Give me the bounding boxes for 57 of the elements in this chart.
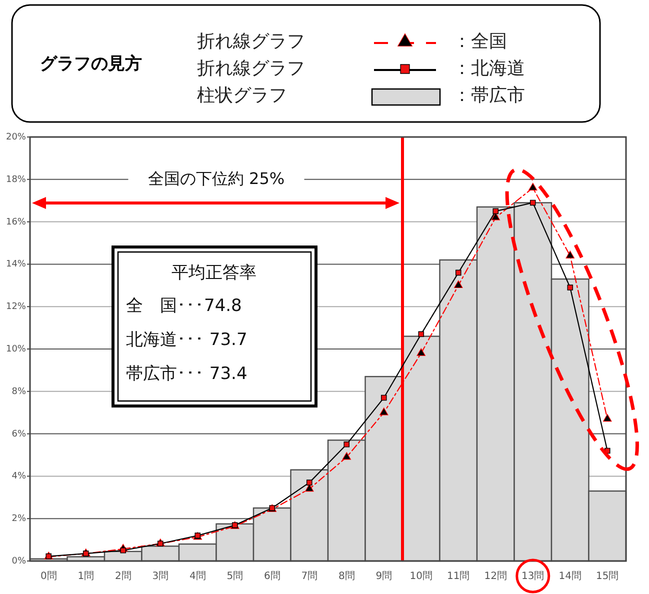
legend-label: ：帯広市 — [453, 85, 525, 106]
x-tick-label: 14問 — [558, 570, 582, 582]
y-tick-label: 12% — [6, 302, 26, 312]
x-tick-label: 8問 — [338, 570, 355, 582]
x-tick-label: 4問 — [189, 570, 206, 582]
point — [416, 348, 426, 356]
annotation: 平均正答率 — [172, 262, 256, 283]
x-tick-label: 15問 — [596, 570, 619, 582]
y-tick-label: 6% — [12, 429, 26, 440]
x-tick-label: 5問 — [226, 570, 244, 582]
y-tick-label: 18% — [6, 174, 26, 185]
point — [603, 414, 612, 422]
annotation: 全 国･･･74.8 — [126, 296, 242, 316]
x-tick-label: 13問 — [522, 570, 544, 582]
x-tick-label: 12問 — [484, 570, 507, 582]
x-tick-label: 11問 — [447, 570, 470, 582]
text: 柱状グラフ — [197, 85, 287, 106]
point — [418, 331, 424, 338]
x-tick-label: 0問 — [40, 570, 57, 582]
point — [306, 480, 312, 486]
y-tick-label: 14% — [6, 260, 26, 270]
x-tick-label: 3問 — [152, 570, 169, 582]
point — [157, 540, 164, 547]
legend-title: グラフの見方 — [40, 54, 142, 73]
point — [454, 280, 463, 288]
x-tick-label: 10問 — [410, 570, 432, 582]
y-tick-label: 4% — [12, 472, 26, 482]
point — [82, 550, 89, 556]
point — [380, 408, 388, 416]
text: 折れ線グラフ — [197, 58, 305, 78]
y-tick-label: 0% — [12, 556, 26, 566]
point — [342, 452, 351, 460]
point — [528, 182, 538, 191]
legend-label: ：全国 — [453, 31, 507, 52]
y-tick-label: 20% — [6, 132, 26, 142]
x-tick-label: 1問 — [78, 570, 94, 582]
x-tick-label: 2問 — [114, 570, 132, 582]
annotation: 帯広市･･･ 73.4 — [126, 364, 248, 384]
point — [344, 442, 350, 448]
legend-label: ：北海道 — [453, 58, 525, 78]
point — [566, 250, 574, 258]
point — [492, 208, 499, 214]
x-tick-label: 9問 — [376, 570, 392, 582]
y-tick-label: 16% — [6, 217, 26, 228]
point — [567, 284, 574, 290]
x-tick-label: 7問 — [301, 570, 318, 582]
y-tick-label: 10% — [6, 344, 26, 354]
y-tick-label: 2% — [12, 514, 26, 524]
text: 折れ線グラフ — [197, 31, 305, 52]
annotation: 北海道･･･ 73.7 — [126, 330, 248, 350]
point — [455, 270, 462, 276]
point — [530, 200, 536, 206]
x-tick-label: 6問 — [264, 570, 280, 582]
point — [380, 394, 387, 401]
y-tick-label: 8% — [12, 386, 26, 397]
point — [120, 548, 126, 554]
annotation: 全国の下位約 25% — [148, 169, 285, 188]
